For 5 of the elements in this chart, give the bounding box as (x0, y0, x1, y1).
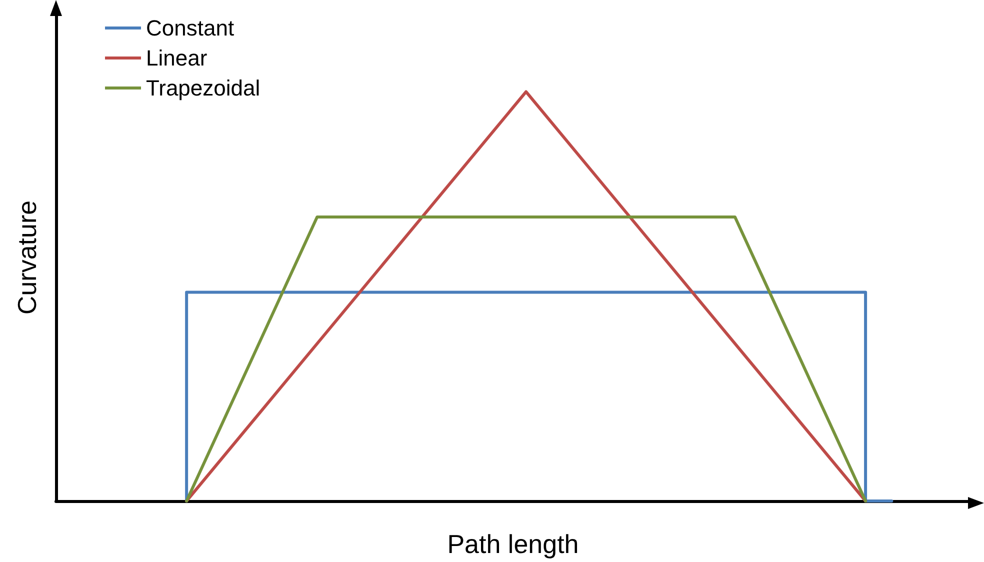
legend-label: Linear (146, 46, 208, 70)
x-axis-title: Path length (447, 529, 579, 559)
y-axis-title: Curvature (12, 200, 42, 315)
legend-label: Constant (146, 16, 234, 40)
legend-label: Trapezoidal (146, 76, 260, 100)
